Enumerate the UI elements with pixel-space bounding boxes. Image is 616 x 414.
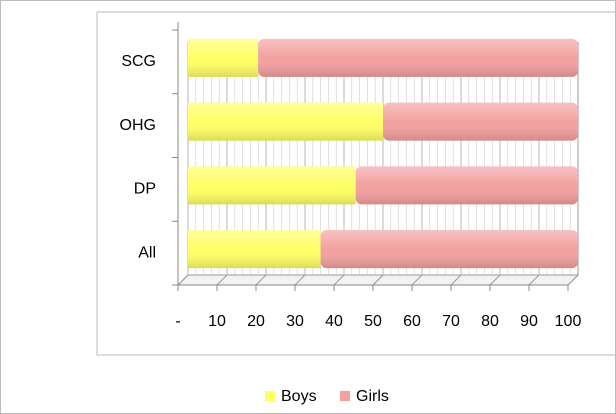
floor-line xyxy=(177,274,189,286)
x-tick-label: 30 xyxy=(286,313,304,330)
floor-line xyxy=(411,274,423,286)
bar-shade xyxy=(188,230,321,269)
x-tick-label: 40 xyxy=(325,313,343,330)
floor-line xyxy=(333,274,345,286)
floor-line xyxy=(294,274,306,286)
y-tick-label: SCG xyxy=(121,53,156,70)
x-tick-label: 10 xyxy=(208,313,226,330)
floor-line xyxy=(489,274,501,286)
x-tick-label: 90 xyxy=(520,313,538,330)
floor-line xyxy=(450,274,462,286)
x-tick-label: - xyxy=(175,313,180,330)
x-tick-label: 20 xyxy=(247,313,265,330)
bar-shade xyxy=(355,166,578,205)
floor-line xyxy=(216,274,228,286)
bar-shade xyxy=(320,230,578,269)
floor-line xyxy=(528,274,540,286)
legend-label: Girls xyxy=(356,388,389,405)
floor-line xyxy=(567,274,579,286)
x-tick-label: 80 xyxy=(481,313,499,330)
bar-shade xyxy=(383,102,578,141)
legend-label: Boys xyxy=(281,388,317,405)
x-tick-label: 60 xyxy=(403,313,421,330)
y-tick-label: All xyxy=(138,244,156,261)
y-tick-label: OHG xyxy=(120,117,156,134)
floor-line xyxy=(372,274,384,286)
bar-shade xyxy=(188,166,356,205)
bar-shade xyxy=(188,38,259,77)
y-tick-label: DP xyxy=(134,181,156,198)
x-tick-label: 70 xyxy=(442,313,460,330)
plot-frame xyxy=(96,11,616,356)
bar-shade xyxy=(258,38,578,77)
floor-line xyxy=(255,274,267,286)
bar-shade xyxy=(188,102,383,141)
x-tick-label: 50 xyxy=(364,313,382,330)
legend-swatch xyxy=(340,391,350,401)
x-tick-label: 100 xyxy=(555,313,582,330)
legend-swatch xyxy=(265,391,275,401)
